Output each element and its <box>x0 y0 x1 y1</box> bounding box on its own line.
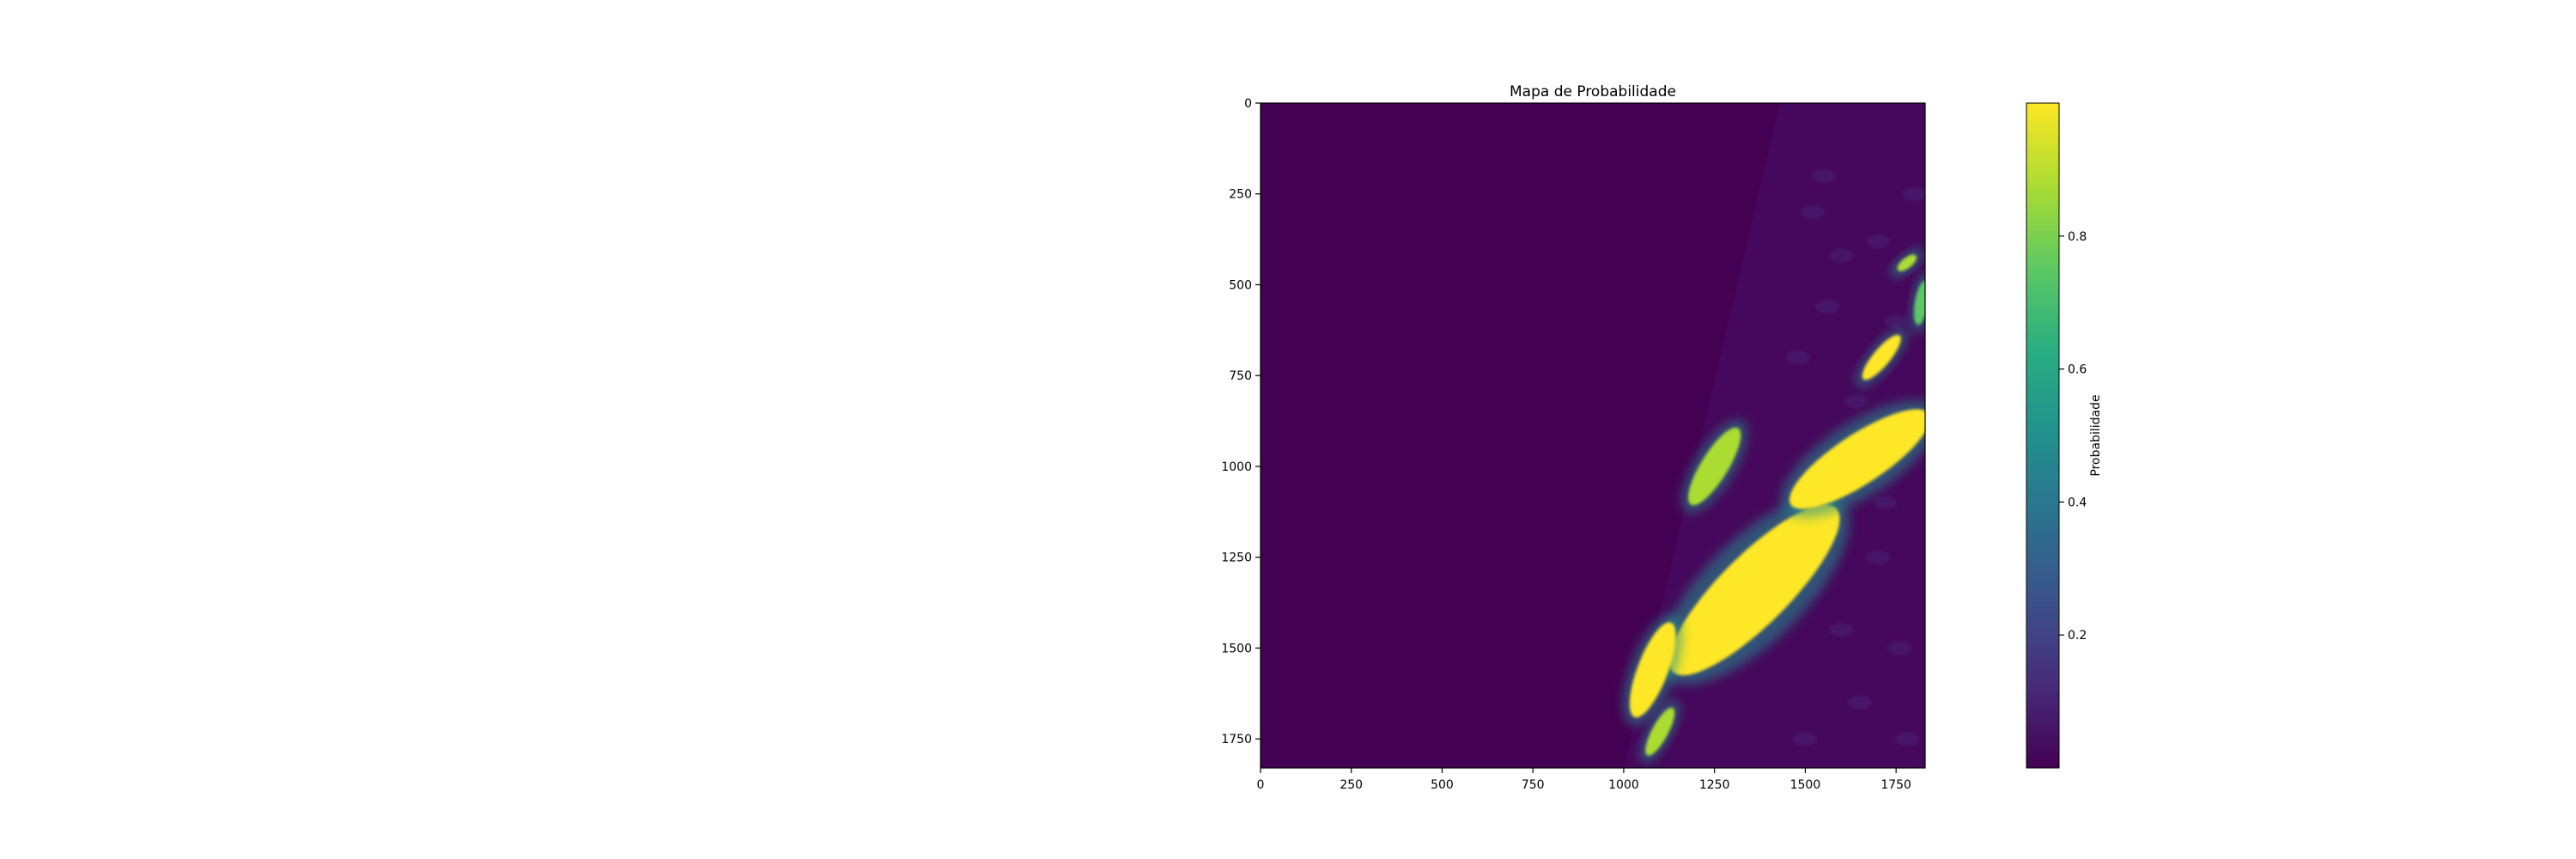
texture-spot <box>1829 623 1854 637</box>
colorbar-gradient <box>2026 102 2060 769</box>
high-probability-region <box>1890 248 1924 277</box>
high-probability-region <box>1856 327 1907 387</box>
x-tick-label: 1250 <box>1699 778 1730 792</box>
high-probability-regions <box>1623 248 1925 764</box>
x-tick-label: 1500 <box>1790 778 1821 792</box>
chart-title: Mapa de Probabilidade <box>1510 83 1676 101</box>
colorbar-tick-label: 0.2 <box>2068 629 2087 643</box>
y-axis: 0 250 500 750 1000 1250 1500 1750 <box>1221 97 1261 746</box>
texture-spot <box>1847 695 1872 710</box>
y-tick-label: 750 <box>1229 369 1252 383</box>
y-tick-label: 1250 <box>1221 551 1252 565</box>
texture-spot <box>1887 641 1912 655</box>
x-tick-label: 750 <box>1522 778 1545 792</box>
high-probability-region <box>1681 419 1747 514</box>
x-tick-label: 1750 <box>1880 778 1911 792</box>
x-tick-label: 250 <box>1340 778 1363 792</box>
region-core <box>1688 427 1741 506</box>
x-tick-label: 500 <box>1431 778 1454 792</box>
high-probability-region <box>1640 699 1680 764</box>
x-tick-label: 1000 <box>1608 778 1639 792</box>
y-tick-label: 250 <box>1229 188 1252 202</box>
y-tick-label: 500 <box>1229 278 1252 292</box>
region-core <box>1914 281 1925 326</box>
x-axis: 0 250 500 750 1000 1250 1500 1750 <box>1257 768 1911 792</box>
texture-spot <box>1793 732 1818 746</box>
colorbar-tick-label: 0.8 <box>2068 230 2087 244</box>
colorbar-ticks: 0.2 0.4 0.6 0.8 <box>2059 230 2087 643</box>
region-core <box>1897 254 1917 271</box>
texture-spot <box>1873 496 1898 510</box>
texture-spot <box>1884 314 1909 328</box>
high-probability-region <box>1623 613 1683 726</box>
heatmap-plot-area <box>1261 103 1925 768</box>
y-tick-label: 1750 <box>1221 733 1252 746</box>
region-core <box>1645 707 1675 756</box>
region-core <box>1668 504 1840 676</box>
y-tick-label: 1000 <box>1221 460 1252 474</box>
region-core <box>1862 334 1901 381</box>
region-core <box>1629 622 1676 718</box>
texture-spot <box>1844 393 1868 408</box>
high-probability-region <box>1659 495 1850 685</box>
texture-spot <box>1829 248 1854 263</box>
region-core <box>1789 409 1925 509</box>
texture-spot <box>1811 168 1836 183</box>
y-tick-label: 0 <box>1244 97 1252 111</box>
texture-spot <box>1902 186 1925 201</box>
high-probability-region <box>1781 400 1925 518</box>
plot-frame <box>1260 102 1926 769</box>
x-tick-label: 0 <box>1257 778 1265 792</box>
colorbar-tick-label: 0.4 <box>2068 496 2087 509</box>
texture-spot <box>1866 550 1891 564</box>
texture-spot <box>1814 299 1839 314</box>
colorbar: 0.2 0.4 0.6 0.8 Probabilidade <box>2026 102 2103 769</box>
colorbar-tick-label: 0.6 <box>2068 363 2087 377</box>
texture-spot <box>1785 350 1810 365</box>
colorbar-label: Probabilidade <box>2089 394 2103 476</box>
texture-spot <box>1894 732 1919 746</box>
texture-spot <box>1866 234 1891 248</box>
texture-spot <box>1800 204 1825 219</box>
y-tick-label: 1500 <box>1221 642 1252 655</box>
high-probability-region <box>1911 272 1925 333</box>
